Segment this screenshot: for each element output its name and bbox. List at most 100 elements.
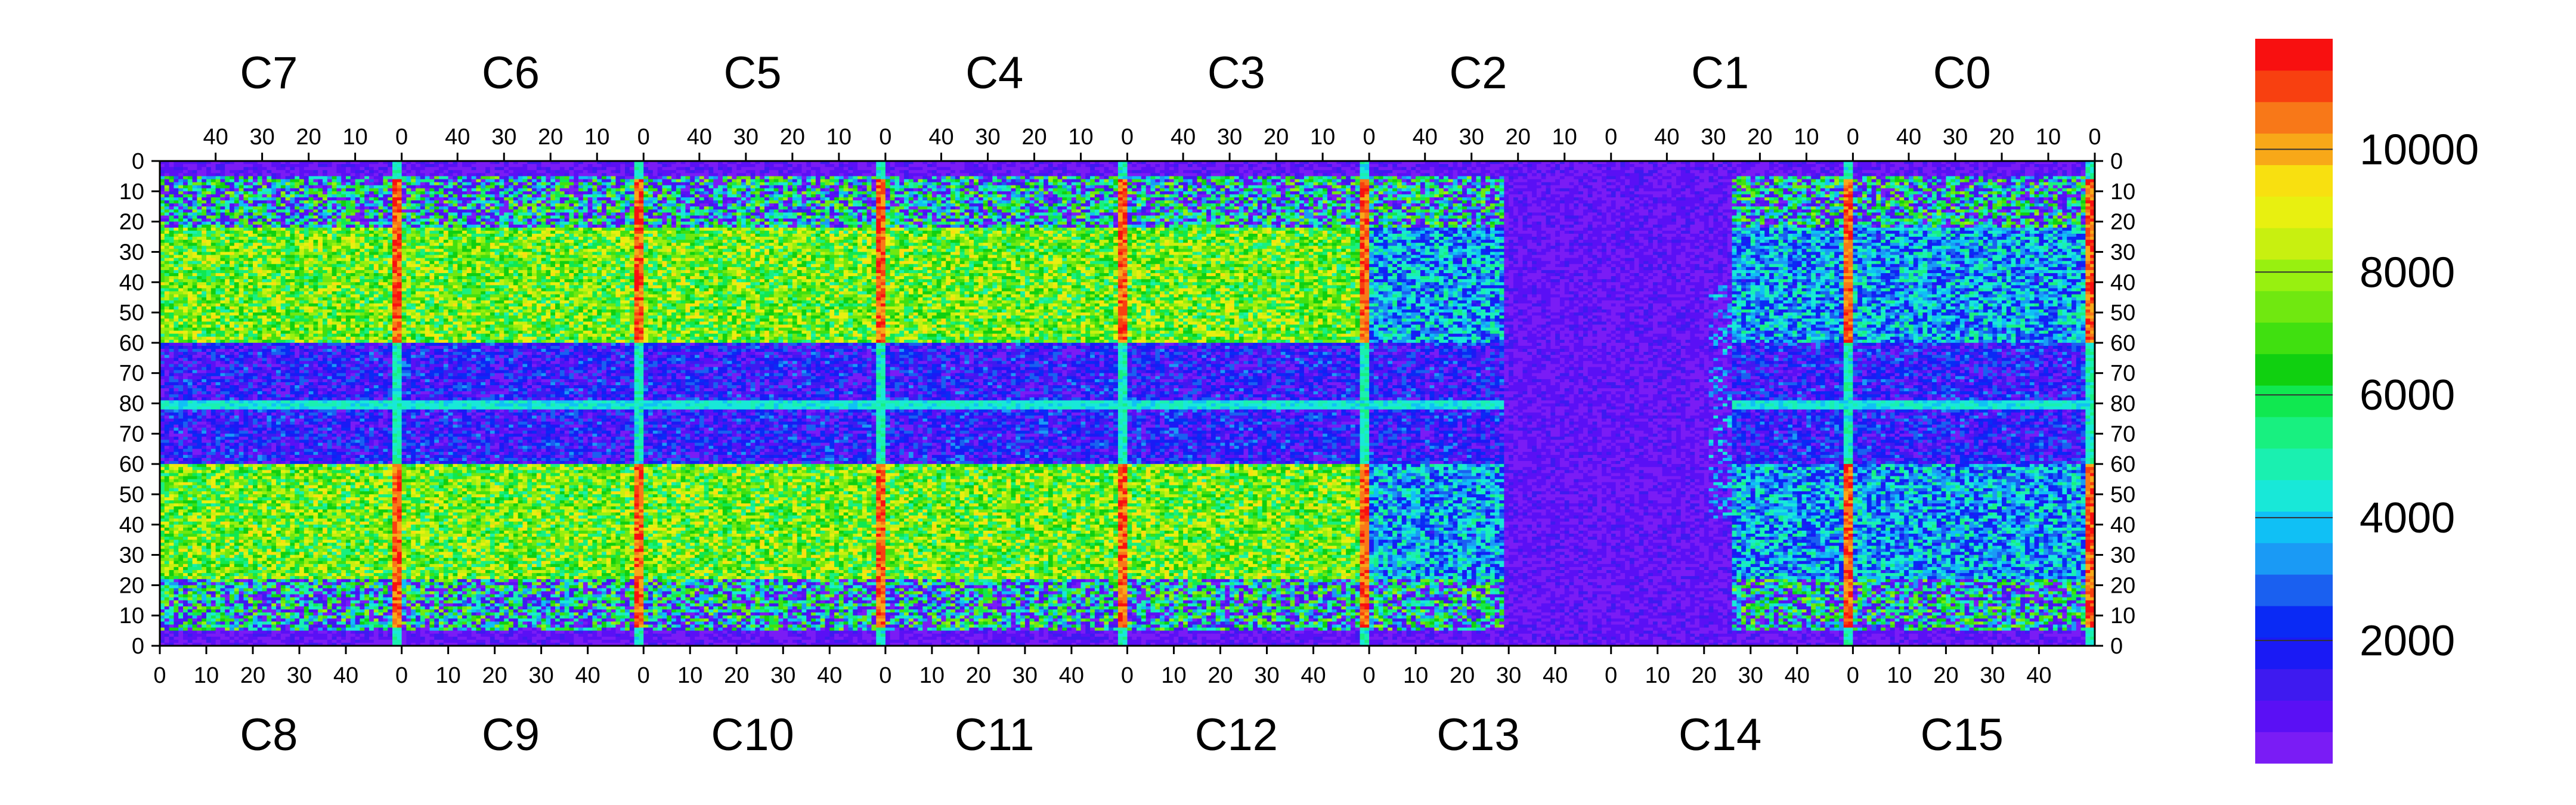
heat-cell xyxy=(225,361,230,364)
heat-cell xyxy=(174,361,178,364)
heat-cell xyxy=(188,500,193,504)
heat-cell xyxy=(202,237,206,240)
heat-cell xyxy=(169,318,174,322)
heat-cell xyxy=(197,228,202,231)
heat-cell xyxy=(174,255,178,259)
heat-cell xyxy=(202,379,206,383)
heat-cell xyxy=(178,206,183,210)
heat-cell xyxy=(220,309,225,313)
heat-cell xyxy=(165,212,169,216)
heat-cell xyxy=(211,225,216,228)
heat-cell xyxy=(169,634,174,637)
heat-cell xyxy=(188,337,193,340)
heat-cell xyxy=(202,264,206,268)
heat-cell xyxy=(193,222,197,225)
heat-cell xyxy=(202,595,206,601)
heat-cell xyxy=(220,488,225,492)
heat-cell xyxy=(220,552,225,555)
heat-cell xyxy=(216,337,221,340)
heat-cell xyxy=(202,446,206,450)
heat-cell xyxy=(193,318,197,322)
heat-cell xyxy=(206,588,211,592)
heat-cell xyxy=(183,191,188,195)
heat-cell xyxy=(193,285,197,289)
heat-cell xyxy=(220,343,225,346)
heat-cell xyxy=(225,425,230,428)
heat-cell xyxy=(220,455,225,459)
heat-cell xyxy=(225,188,230,192)
heat-cell xyxy=(188,225,193,228)
heat-cell xyxy=(178,410,183,419)
heat-cell xyxy=(193,264,197,268)
heat-cell xyxy=(202,255,206,262)
heat-cell xyxy=(183,301,188,304)
heat-cell xyxy=(216,237,221,240)
heat-cell xyxy=(183,579,188,583)
heat-cell xyxy=(183,567,188,571)
heat-cell xyxy=(197,179,202,182)
heat-cell xyxy=(216,531,221,534)
heat-cell xyxy=(216,324,221,328)
heat-cell xyxy=(220,209,225,213)
heat-cell xyxy=(193,425,197,428)
heat-cell xyxy=(188,318,193,322)
heat-cell xyxy=(202,467,206,470)
heat-cell xyxy=(216,576,221,580)
heat-cell xyxy=(183,494,188,501)
heat-cell xyxy=(188,609,193,613)
heat-cell xyxy=(225,579,230,583)
heat-cell xyxy=(202,634,206,640)
heat-cell xyxy=(174,282,178,286)
heat-cell xyxy=(193,455,197,459)
heat-cell xyxy=(165,228,169,231)
heat-cell xyxy=(188,179,193,182)
heat-cell xyxy=(206,285,211,292)
heat-cell xyxy=(202,288,206,292)
heat-cell xyxy=(202,376,206,380)
heat-cell xyxy=(178,349,183,352)
heat-cell xyxy=(178,573,183,580)
heat-cell xyxy=(169,194,174,198)
heat-cell xyxy=(216,388,221,392)
heat-cell xyxy=(197,473,202,476)
heat-cell xyxy=(174,179,178,182)
heat-cell xyxy=(206,449,211,453)
heat-cell xyxy=(220,355,225,358)
heat-cell xyxy=(225,176,230,182)
heat-cell xyxy=(197,628,202,631)
heat-cell xyxy=(197,419,202,422)
heat-cell xyxy=(216,264,221,268)
heat-cell xyxy=(183,585,188,589)
heat-cell xyxy=(178,464,183,467)
heat-cell xyxy=(206,358,211,364)
heat-cell xyxy=(193,464,197,467)
heat-cell xyxy=(178,240,183,243)
heat-cell xyxy=(202,397,206,401)
heat-cell xyxy=(197,579,202,583)
heat-cell xyxy=(225,394,230,401)
heat-cell xyxy=(206,525,211,528)
heat-cell xyxy=(165,261,169,265)
heat-cell xyxy=(165,446,169,450)
heat-cell xyxy=(202,503,206,507)
heat-cell xyxy=(216,621,221,625)
heat-cell xyxy=(211,628,216,631)
heat-cell xyxy=(188,324,193,328)
heat-cell xyxy=(202,318,206,322)
heat-cell xyxy=(220,298,225,301)
heat-cell xyxy=(174,519,178,522)
heat-cell xyxy=(211,509,216,513)
heat-cell xyxy=(220,522,225,525)
heat-cell xyxy=(211,606,216,610)
heat-cell xyxy=(188,301,193,304)
heat-cell xyxy=(165,264,169,271)
heat-cell xyxy=(169,612,174,616)
heat-cell xyxy=(211,312,216,316)
heat-cell xyxy=(225,237,230,240)
heat-cell xyxy=(216,525,221,528)
heat-cell xyxy=(183,534,188,537)
heat-cell xyxy=(178,422,183,425)
heat-cell xyxy=(188,506,193,510)
heat-cell xyxy=(174,564,178,568)
heat-cell xyxy=(193,231,197,234)
